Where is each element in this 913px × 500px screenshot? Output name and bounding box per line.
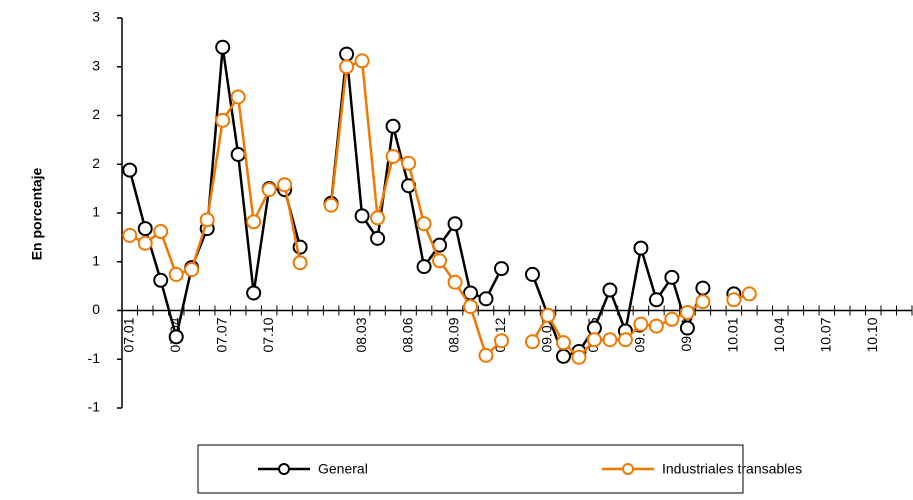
data-point	[540, 307, 556, 323]
data-point	[199, 212, 215, 228]
data-point	[586, 332, 602, 348]
y-axis-title: En porcentaje	[29, 168, 45, 261]
data-point	[261, 182, 277, 198]
x-tick-label: 10.01	[725, 317, 741, 352]
y-tick-label: 3	[92, 57, 100, 73]
data-point	[524, 334, 540, 350]
data-point	[494, 333, 510, 349]
data-point	[555, 335, 571, 351]
data-point	[602, 282, 618, 298]
data-point	[416, 259, 432, 275]
data-point	[401, 155, 417, 171]
data-point	[463, 299, 479, 315]
data-point	[370, 210, 386, 226]
data-point	[524, 266, 540, 282]
data-point	[122, 162, 138, 178]
data-point	[447, 274, 463, 290]
legend-marker	[622, 463, 634, 475]
data-point	[137, 235, 153, 251]
data-point	[432, 253, 448, 269]
x-tick-label: 10.04	[771, 317, 787, 352]
legend-label: General	[318, 461, 368, 477]
series-line	[129, 59, 750, 360]
data-point	[617, 332, 633, 348]
data-point	[602, 332, 618, 348]
data-point	[153, 272, 169, 288]
y-tick-label: -1	[88, 399, 101, 415]
data-point	[354, 208, 370, 224]
data-point	[494, 261, 510, 277]
legend-marker	[278, 463, 290, 475]
data-point	[370, 230, 386, 246]
data-point	[122, 227, 138, 243]
y-tick-label: 1	[92, 204, 100, 220]
data-point	[230, 89, 246, 105]
x-tick-label: 10.10	[864, 317, 880, 352]
data-point	[478, 347, 494, 363]
data-point	[246, 285, 262, 301]
y-tick-label: -1	[88, 350, 101, 366]
x-tick-label: 07.01	[120, 317, 136, 352]
data-point	[137, 221, 153, 237]
y-tick-label: 2	[92, 106, 100, 122]
data-point	[385, 118, 401, 134]
x-tick-label: 08.09	[446, 317, 462, 352]
data-point	[215, 39, 231, 55]
data-point	[323, 197, 339, 213]
data-point	[679, 320, 695, 336]
x-tick-label: 08.06	[399, 317, 415, 352]
data-point	[339, 46, 355, 62]
data-point	[664, 269, 680, 285]
data-point	[168, 266, 184, 282]
data-point	[447, 216, 463, 232]
data-point	[292, 255, 308, 271]
data-point	[555, 348, 571, 364]
data-point	[277, 177, 293, 193]
y-tick-label: 2	[92, 155, 100, 171]
data-point	[695, 294, 711, 310]
legend-label: Industriales transables	[662, 461, 802, 477]
x-tick-label: 07.07	[213, 317, 229, 352]
data-point	[633, 240, 649, 256]
data-point	[354, 53, 370, 69]
data-point	[679, 304, 695, 320]
legend-box	[197, 444, 744, 494]
data-point	[648, 318, 664, 334]
y-tick-label: 0	[92, 301, 100, 317]
y-tick-label: 1	[92, 252, 100, 268]
data-point	[478, 291, 494, 307]
data-point	[339, 59, 355, 75]
data-point	[416, 216, 432, 232]
data-point	[230, 147, 246, 162]
x-tick-label: 07.10	[260, 317, 276, 352]
data-point	[726, 292, 742, 308]
data-point	[153, 224, 169, 240]
data-point	[184, 262, 200, 278]
data-point	[664, 311, 680, 327]
data-point	[246, 214, 262, 230]
data-point	[571, 349, 587, 365]
data-point	[168, 329, 184, 345]
x-tick-label: 10.07	[818, 317, 834, 352]
x-tick-label: 08.03	[353, 317, 369, 352]
data-point	[695, 280, 711, 296]
data-point	[385, 148, 401, 164]
y-tick-label: 3	[92, 9, 100, 25]
data-point	[633, 316, 649, 332]
data-point	[215, 112, 231, 128]
data-point	[648, 292, 664, 308]
data-point	[741, 286, 757, 302]
